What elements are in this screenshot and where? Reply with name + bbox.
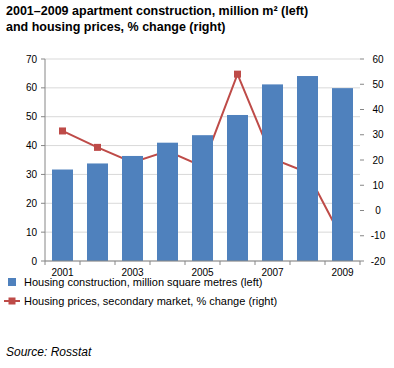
bar: [262, 84, 283, 261]
x-tick-mark: [220, 261, 221, 265]
tick-mark: [360, 185, 364, 186]
x-tick-mark: [290, 261, 291, 265]
y-axis: [45, 59, 46, 261]
bar: [122, 156, 143, 261]
x-tick-mark: [150, 261, 151, 265]
x-tick-mark: [360, 261, 361, 265]
legend-label: Housing construction, million square met…: [24, 276, 262, 288]
y-tick-label: 50: [26, 111, 38, 122]
tick-mark: [360, 84, 364, 85]
legend-label: Housing prices, secondary market, % chan…: [24, 295, 277, 307]
chart: 010203040506070-20-100102030405060200120…: [0, 0, 394, 368]
tick-mark: [41, 203, 45, 204]
y2-tick-label: 10: [372, 180, 384, 191]
x-axis: [45, 261, 360, 262]
y2-tick-label: 0: [375, 205, 381, 216]
legend-swatch: [8, 278, 16, 286]
marker: [234, 71, 241, 78]
y-tick-label: 30: [26, 169, 38, 180]
page: {"chart_data": {"type": "bar", "title": …: [0, 0, 394, 368]
bar: [192, 135, 213, 261]
x-tick-label: 2007: [261, 267, 284, 278]
tick-mark: [360, 261, 364, 262]
marker: [59, 127, 66, 134]
y2-tick-label: -20: [371, 256, 386, 267]
y2-tick-label: 50: [372, 79, 384, 90]
bar: [227, 115, 248, 261]
x-tick-mark: [80, 261, 81, 265]
tick-mark: [360, 210, 364, 211]
y-tick-label: 60: [26, 82, 38, 93]
legend-marker: [9, 298, 16, 305]
x-tick-mark: [325, 261, 326, 265]
y-tick-label: 40: [26, 140, 38, 151]
tick-mark: [41, 174, 45, 175]
bar: [332, 88, 353, 261]
x-tick-label: 2009: [331, 267, 354, 278]
marker: [94, 144, 101, 151]
x-tick-mark: [115, 261, 116, 265]
y-tick-label: 20: [26, 198, 38, 209]
grid-line: [45, 59, 360, 60]
x-tick-mark: [185, 261, 186, 265]
tick-mark: [360, 59, 364, 60]
tick-mark: [360, 160, 364, 161]
y2-tick-label: 30: [372, 129, 384, 140]
bar: [157, 143, 178, 261]
bar: [52, 170, 73, 261]
tick-mark: [41, 261, 45, 262]
y-tick-label: 70: [26, 54, 38, 65]
bar: [297, 76, 318, 261]
tick-mark: [360, 109, 364, 110]
tick-mark: [360, 235, 364, 236]
tick-mark: [41, 59, 45, 60]
tick-mark: [41, 87, 45, 88]
y-tick-label: 0: [31, 256, 37, 267]
y-tick-label: 10: [26, 227, 38, 238]
x-tick-mark: [45, 261, 46, 265]
source: Source: Rosstat: [6, 345, 92, 359]
title: 2001–2009 apartment construction, millio…: [6, 3, 324, 35]
tick-mark: [41, 145, 45, 146]
tick-mark: [41, 116, 45, 117]
bar: [87, 163, 108, 261]
y2-tick-label: -10: [371, 230, 386, 241]
tick-mark: [360, 134, 364, 135]
y2-tick-label: 60: [372, 54, 384, 65]
x-tick-mark: [255, 261, 256, 265]
y2-tick-label: 40: [372, 104, 384, 115]
grid-line: [45, 261, 360, 262]
tick-mark: [41, 232, 45, 233]
y2-tick-label: 20: [372, 155, 384, 166]
